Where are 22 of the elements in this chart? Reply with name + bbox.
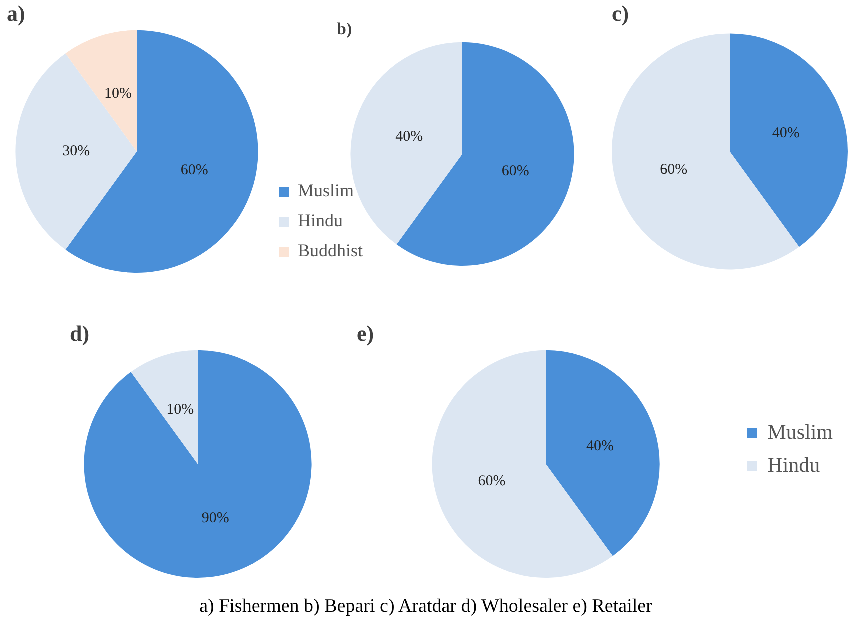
chart-title: d) [70,320,90,346]
data-label: 40% [772,125,800,142]
legend-label: Hindu [768,453,821,478]
data-label: 40% [586,438,614,455]
legend-label: Muslim [768,420,834,444]
data-label: 90% [202,510,230,526]
data-label: 10% [104,86,132,102]
data-label: 30% [62,144,90,160]
chart-title: c) [612,0,630,26]
data-label: 40% [396,128,424,145]
data-label: 60% [502,163,530,180]
legend-label: Buddhist [298,240,364,261]
chart-title: e) [357,320,374,346]
chart-title: a) [7,0,26,26]
legend-label: Hindu [298,210,343,231]
text: a) Fishermen b) Bepari c) Aratdar d) Wholesaler e) Retailer [198,596,654,618]
data-label: 60% [180,162,208,178]
data-label: 60% [478,474,506,490]
chart-title: b) [337,20,352,39]
data-label: 10% [166,402,194,418]
data-label: 60% [660,162,688,178]
legend-label: Muslim [298,180,354,201]
